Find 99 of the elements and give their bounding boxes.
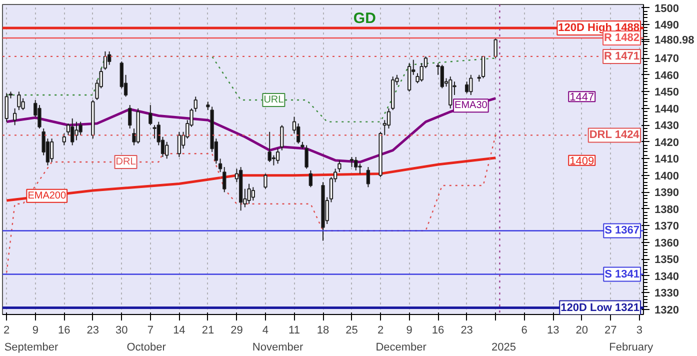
x2-tick-label: November — [252, 342, 304, 354]
ref-line-label: DRL 1424 — [589, 129, 640, 142]
y-tick-label: 1360 — [654, 237, 679, 250]
candlestick — [218, 158, 222, 173]
candlestick — [177, 131, 182, 158]
candlestick — [386, 108, 391, 129]
candlestick — [12, 108, 17, 126]
y-tick-label: 1500 — [654, 2, 679, 15]
y-tick-label: 1320 — [654, 304, 679, 316]
candlestick — [78, 121, 82, 136]
y-tick-label: 1430 — [654, 120, 679, 132]
y-tick-label: 1380 — [654, 204, 679, 216]
candlestick — [62, 133, 66, 146]
line-series — [5, 156, 497, 202]
candlestick — [481, 56, 486, 79]
x-tick-label: 18 — [316, 324, 330, 336]
candlestick — [304, 144, 308, 170]
candlestick — [469, 74, 473, 96]
x2-tick-label: 2025 — [492, 342, 516, 354]
candlestick — [4, 92, 8, 122]
y-tick-label: 1330 — [654, 288, 679, 300]
candlestick — [70, 118, 74, 146]
x-tick-label: 30 — [116, 324, 128, 336]
candlestick — [247, 183, 251, 204]
series-label: EMA200 — [28, 190, 66, 202]
candlestick — [222, 166, 226, 193]
y-tick-label: 1470 — [654, 53, 679, 66]
candlestick — [350, 156, 354, 168]
x2-tick-label: December — [376, 342, 427, 354]
y-tick-label: 1480.98 — [654, 34, 694, 47]
x-tick-label: 7 — [147, 324, 154, 336]
ref-line-label: 120D Low 1321 — [560, 302, 640, 314]
x-tick-label: 9 — [32, 324, 38, 336]
candlestick — [440, 64, 444, 89]
candlestick — [296, 122, 300, 144]
y-tick-label: 1400 — [654, 170, 679, 182]
x2-tick-label: February — [609, 342, 654, 354]
x-tick-label: 23 — [86, 324, 100, 336]
x-tick-label: 29 — [230, 324, 243, 336]
x2-tick-label: September — [4, 342, 59, 354]
x-tick-label: 2 — [377, 324, 384, 336]
x-tick-label: 11 — [288, 324, 300, 336]
x-tick-label: 16 — [58, 324, 70, 336]
annotation: 1447 — [570, 92, 594, 104]
candlestick — [128, 104, 132, 129]
candlestick — [272, 154, 276, 166]
candlestick — [264, 173, 268, 190]
series-label: EMA30 — [454, 100, 488, 112]
candlestick — [268, 131, 272, 163]
candlestick — [358, 163, 362, 174]
series-label: URL — [264, 94, 284, 106]
annotation: GD — [353, 10, 376, 27]
series-label: DRL — [116, 156, 136, 168]
x-tick-label: 23 — [460, 324, 473, 336]
x-tick-label: 27 — [604, 324, 617, 336]
annotation: 1409 — [570, 155, 594, 168]
x-tick-label: 21 — [202, 324, 214, 336]
candlestick — [251, 186, 255, 202]
y-tick-label: 1340 — [654, 270, 679, 283]
candlestick — [17, 91, 21, 111]
candlestick — [280, 124, 284, 151]
x-tick-label: 3 — [636, 324, 642, 336]
y-tick-label: 1350 — [654, 254, 679, 266]
candlestick — [308, 170, 313, 188]
x-tick-label: 9 — [406, 324, 412, 336]
y-tick-label: 1450 — [654, 86, 679, 99]
x-tick-label: 6 — [521, 324, 528, 336]
candlestick — [366, 166, 370, 188]
x-tick-label: 25 — [346, 324, 358, 336]
candlestick — [74, 121, 78, 141]
candlestick — [50, 138, 54, 163]
x2-tick-label: October — [126, 342, 166, 354]
candlestick — [103, 50, 108, 70]
candlestick — [407, 62, 412, 92]
x-tick-label: 20 — [576, 324, 588, 336]
candlestick — [148, 104, 152, 126]
candlestick — [464, 81, 469, 94]
x-tick-label: 14 — [173, 324, 186, 336]
y-tick-label: 1410 — [654, 154, 679, 166]
ref-line-label: S 1367 — [604, 224, 640, 237]
y-tick-label: 1490 — [654, 20, 679, 32]
y-tick-label: 1440 — [654, 103, 679, 116]
y-tick-label: 1390 — [654, 187, 679, 200]
candlestick — [276, 148, 280, 164]
y-tick-label: 1420 — [654, 136, 679, 149]
x-tick-label: 2 — [4, 324, 10, 336]
candlestick — [108, 50, 112, 66]
candlestick — [494, 38, 498, 59]
candlestick — [354, 156, 358, 171]
ref-line-label: R 1471 — [604, 50, 640, 62]
x-tick-label: 4 — [262, 324, 269, 336]
ref-line-label: R 1482 — [604, 32, 640, 44]
y-tick-label: 1370 — [654, 220, 679, 233]
y-tick-label: 1460 — [654, 70, 679, 82]
candlestick — [165, 141, 169, 160]
x-tick-label: 13 — [546, 324, 560, 336]
x-tick-label: 16 — [432, 324, 444, 336]
ref-line-label: S 1341 — [604, 268, 640, 280]
candlestick — [152, 124, 156, 140]
